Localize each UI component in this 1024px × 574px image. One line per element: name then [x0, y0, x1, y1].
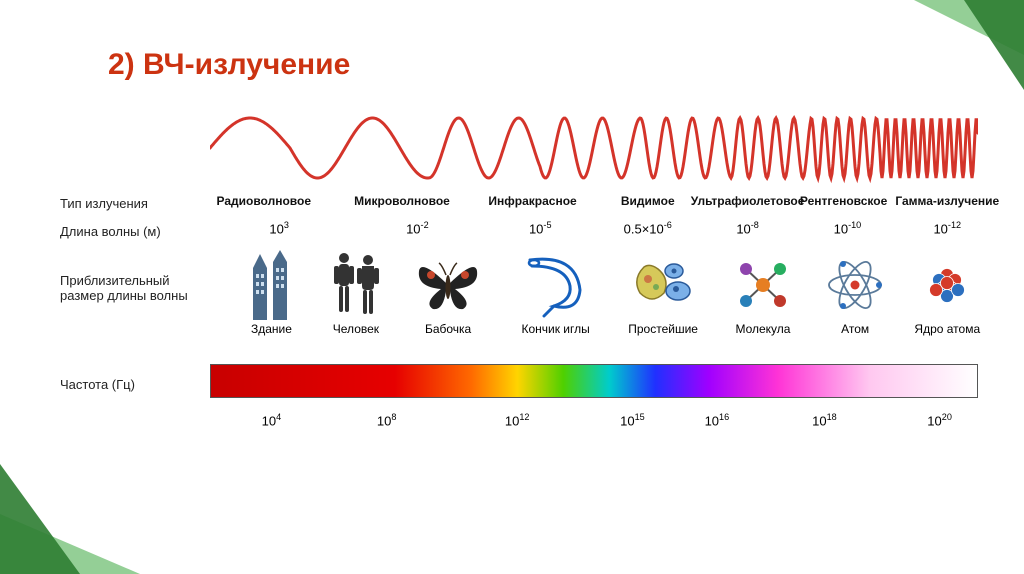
title-number: 2): [108, 48, 135, 81]
building-icon-caption: Здание: [223, 322, 319, 336]
spectrum-row: Частота (Гц): [60, 364, 978, 406]
frequency-0: 104: [262, 412, 282, 428]
molecule-icon: [715, 250, 811, 320]
butterfly-icon-caption: Бабочка: [400, 322, 496, 336]
size-label: Приблизительный размер длины волны: [60, 250, 210, 304]
type-gamma: Гамма-излучение: [895, 194, 999, 208]
atom-icon-caption: Атом: [807, 322, 903, 336]
wavelength-5: 10-10: [834, 220, 862, 236]
molecule-icon-col: Молекула: [715, 250, 811, 336]
nucleus-icon-caption: Ядро атома: [899, 322, 995, 336]
frequency-3: 1015: [620, 412, 645, 428]
human-icon-caption: Человек: [308, 322, 404, 336]
type-micro: Микроволновое: [354, 194, 450, 208]
frequency-6: 1020: [927, 412, 952, 428]
wavelength-4: 10-8: [736, 220, 759, 236]
wavelength-0: 103: [269, 220, 289, 236]
protist-icon: [615, 250, 711, 320]
type-xray: Рентгеновское: [800, 194, 887, 208]
wavelength-6: 10-12: [933, 220, 961, 236]
protist-icon-caption: Простейшие: [615, 322, 711, 336]
building-icon-col: Здание: [223, 250, 319, 336]
nucleus-icon: [899, 250, 995, 320]
wavelength-label: Длина волны (м): [60, 225, 210, 240]
types-row: Тип излучения Радиоволновое Микроволновое…: [60, 194, 978, 214]
wave-curve: [210, 108, 978, 188]
wavelength-2: 10-5: [529, 220, 552, 236]
wavelength-row: Длина волны (м) 103 10-2 10-5 0.5×10-6 10-8 1…: [60, 220, 978, 244]
wavelength-3: 0.5×10-6: [624, 220, 672, 236]
decor-tr-dark: [964, 0, 1024, 90]
frequency-label: Частота (Гц): [60, 378, 210, 393]
human-icon-col: Человек: [308, 250, 404, 336]
molecule-icon-caption: Молекула: [715, 322, 811, 336]
title-text: ВЧ-излучение: [143, 48, 350, 81]
type-radio: Радиоволновое: [216, 194, 311, 208]
needle-icon: [508, 250, 604, 320]
wave-row: [60, 108, 978, 188]
frequency-row: 104 108 1012 1015 1016 1018 1020: [60, 412, 978, 434]
human-icon: [308, 250, 404, 320]
butterfly-icon-col: Бабочка: [400, 250, 496, 336]
em-spectrum-diagram: Тип излучения Радиоволновое Микроволновое…: [60, 108, 978, 440]
butterfly-icon: [400, 250, 496, 320]
wavelength-1: 10-2: [406, 220, 429, 236]
atom-icon-col: Атом: [807, 250, 903, 336]
frequency-2: 1012: [505, 412, 530, 428]
nucleus-icon-col: Ядро атома: [899, 250, 995, 336]
type-ir: Инфракрасное: [488, 194, 576, 208]
type-uv: Ультрафиолетовое: [691, 194, 805, 208]
size-row: Приблизительный размер длины волны Здани…: [60, 250, 978, 350]
type-visible: Видимое: [621, 194, 675, 208]
frequency-1: 108: [377, 412, 397, 428]
frequency-5: 1018: [812, 412, 837, 428]
atom-icon: [807, 250, 903, 320]
building-icon: [223, 250, 319, 320]
frequency-4: 1016: [705, 412, 730, 428]
decor-bl-dark: [0, 464, 80, 574]
spectrum-gradient: [210, 364, 978, 398]
protist-icon-col: Простейшие: [615, 250, 711, 336]
needle-icon-col: Кончик иглы: [508, 250, 604, 336]
types-label: Тип излучения: [60, 197, 210, 212]
slide-title: 2) ВЧ-излучение: [108, 48, 350, 82]
needle-icon-caption: Кончик иглы: [508, 322, 604, 336]
